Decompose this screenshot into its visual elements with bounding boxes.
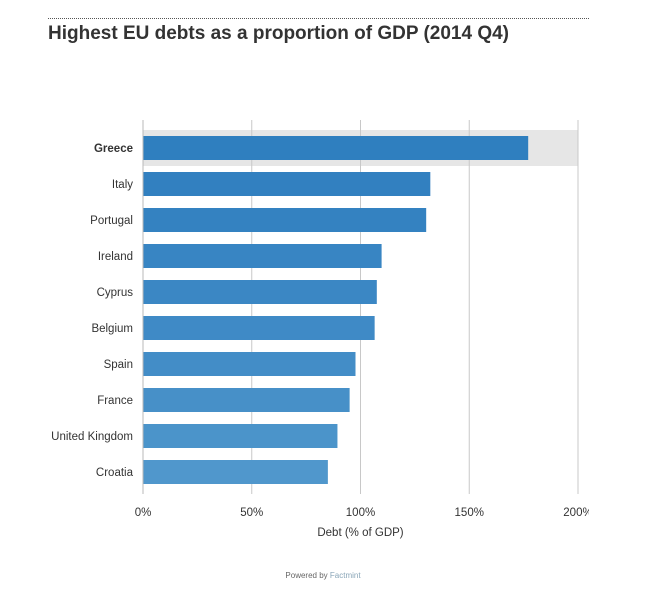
- top-divider: [48, 18, 589, 19]
- x-axis-title: Debt (% of GDP): [317, 527, 403, 539]
- bar-france[interactable]: [143, 388, 350, 412]
- category-label-france: France: [97, 395, 133, 407]
- category-label-spain: Spain: [104, 359, 133, 371]
- category-label-cyprus: Cyprus: [97, 287, 134, 299]
- category-label-ireland: Ireland: [98, 251, 133, 263]
- category-label-greece: Greece: [94, 143, 133, 155]
- powered-by-credit: Powered by Factmint: [0, 571, 646, 580]
- x-tick-label-50: 50%: [240, 507, 263, 519]
- bar-ireland[interactable]: [143, 244, 382, 268]
- powered-by-brand-link[interactable]: Factmint: [329, 571, 361, 580]
- x-tick-label-150: 150%: [455, 507, 484, 519]
- bar-belgium[interactable]: [143, 316, 375, 340]
- bar-united-kingdom[interactable]: [143, 424, 338, 448]
- bar-spain[interactable]: [143, 352, 356, 376]
- bar-greece[interactable]: [143, 136, 529, 160]
- bar-italy[interactable]: [143, 172, 431, 196]
- x-tick-label-0: 0%: [135, 507, 152, 519]
- category-label-belgium: Belgium: [91, 323, 133, 335]
- bar-croatia[interactable]: [143, 460, 328, 484]
- x-tick-label-200: 200%: [563, 507, 592, 519]
- chart-title: Highest EU debts as a proportion of GDP …: [48, 23, 510, 44]
- powered-by-prefix: Powered by: [285, 571, 328, 580]
- category-label-united-kingdom: United Kingdom: [51, 431, 133, 443]
- x-tick-label-100: 100%: [346, 507, 375, 519]
- bar-cyprus[interactable]: [143, 280, 377, 304]
- category-label-italy: Italy: [112, 179, 133, 191]
- category-label-croatia: Croatia: [96, 467, 134, 479]
- bar-portugal[interactable]: [143, 208, 427, 232]
- category-label-portugal: Portugal: [90, 215, 133, 227]
